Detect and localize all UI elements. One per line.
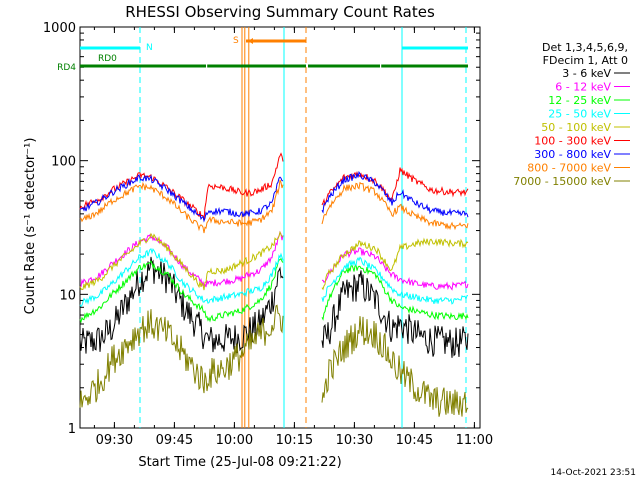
flag-label-S: S	[233, 36, 239, 46]
legend-entry-label: 7000 - 15000 keV	[513, 175, 611, 188]
y-tick-label: 1000	[43, 21, 76, 36]
series-line	[79, 257, 284, 324]
flag-label-N: N	[146, 43, 153, 53]
series-line	[79, 152, 284, 221]
footer-date: 14-Oct-2021 23:51	[551, 468, 636, 478]
x-tick-label: 11:00	[456, 433, 493, 448]
series-line	[321, 316, 469, 417]
plot-frame	[79, 26, 481, 429]
y-tick-label: 1	[68, 422, 76, 437]
series-line	[79, 256, 284, 354]
vertical-markers	[139, 27, 467, 428]
chart-title: RHESSI Observing Summary Count Rates	[125, 3, 435, 21]
series-lines	[79, 152, 469, 417]
flag-label-RD0: RD0	[98, 54, 117, 64]
series-line	[79, 174, 284, 223]
series-line	[321, 270, 469, 358]
flag-arrow-S	[248, 38, 253, 44]
series-line	[79, 179, 284, 234]
legend-entry-label: 12 - 25 keV	[548, 94, 611, 107]
legend-entry-label: 25 - 50 keV	[548, 108, 611, 121]
legend-entry-label: 800 - 7000 keV	[527, 162, 611, 175]
y-tick-label: 10	[59, 288, 76, 303]
legend: Det 1,3,4,5,6,9, FDecim 1, Att 0 3 - 6 k…	[513, 41, 630, 188]
series-line	[79, 248, 284, 308]
legend-header-line-2: FDecim 1, Att 0	[543, 54, 628, 67]
legend-header-line-1: Det 1,3,4,5,6,9,	[542, 41, 628, 54]
series-line	[321, 167, 469, 207]
x-tick-label: 10:30	[336, 433, 373, 448]
legend-entry-label: 300 - 800 keV	[534, 148, 611, 161]
legend-entry-label: 50 - 100 keV	[541, 121, 611, 134]
series-line	[79, 230, 284, 291]
legend-entry-label: 100 - 300 keV	[534, 135, 611, 148]
series-line	[321, 256, 468, 305]
series-line	[321, 170, 469, 218]
x-tick-label: 09:30	[96, 433, 133, 448]
flag-bars: RD4 RD0 N S	[57, 36, 468, 73]
x-tick-label: 09:45	[156, 433, 193, 448]
legend-entry-label: 6 - 12 keV	[555, 81, 611, 94]
y-axis-label: Count Rate (s⁻¹ detector⁻¹)	[23, 138, 38, 315]
series-line	[79, 304, 284, 408]
x-axis-label: Start Time (25-Jul-08 09:21:22)	[138, 455, 341, 470]
legend-entry-label: 3 - 6 keV	[562, 67, 611, 80]
flag-label-RD4: RD4	[57, 63, 76, 73]
series-line	[321, 263, 469, 321]
x-tick-label: 10:00	[216, 433, 253, 448]
y-tick-label: 100	[51, 155, 76, 170]
series-line	[321, 181, 469, 231]
series-line	[321, 237, 469, 291]
x-tick-label: 10:15	[276, 433, 313, 448]
x-tick-label: 10:45	[396, 433, 433, 448]
x-axis: 09:30 09:45 10:00 10:15 10:30 10:45 11:00	[93, 27, 493, 448]
